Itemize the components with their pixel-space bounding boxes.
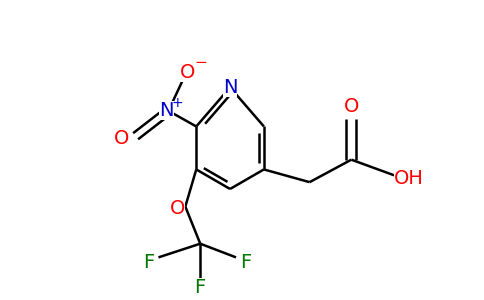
Text: +: + — [171, 96, 183, 110]
Text: O: O — [114, 129, 129, 148]
Text: O: O — [344, 98, 359, 116]
Text: F: F — [143, 253, 154, 272]
Text: OH: OH — [394, 169, 424, 188]
Text: F: F — [195, 278, 206, 297]
Text: N: N — [159, 101, 174, 120]
Text: N: N — [223, 78, 237, 97]
Text: O: O — [170, 199, 185, 218]
Text: −: − — [195, 56, 208, 70]
Text: O: O — [180, 63, 195, 82]
Text: F: F — [241, 253, 252, 272]
